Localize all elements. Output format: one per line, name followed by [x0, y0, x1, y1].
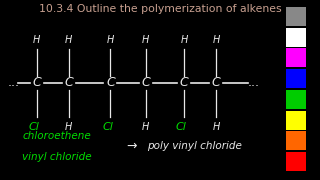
Text: poly vinyl chloride: poly vinyl chloride: [147, 141, 242, 151]
Bar: [286, 28, 306, 47]
Text: H: H: [142, 122, 149, 132]
Text: Cl: Cl: [176, 122, 187, 132]
Text: C: C: [180, 76, 188, 89]
Text: H: H: [107, 35, 114, 45]
Text: C: C: [64, 76, 73, 89]
Text: H: H: [33, 35, 41, 45]
Text: H: H: [65, 35, 73, 45]
Text: →: →: [126, 139, 136, 152]
Text: C: C: [212, 76, 220, 89]
Bar: [286, 7, 306, 26]
Bar: [286, 69, 306, 88]
Text: H: H: [142, 35, 149, 45]
Text: C: C: [141, 76, 150, 89]
Bar: [286, 152, 306, 171]
Bar: [286, 90, 306, 109]
Text: C: C: [106, 76, 115, 89]
Text: C: C: [32, 76, 41, 89]
Text: H: H: [212, 35, 220, 45]
Bar: [286, 48, 306, 68]
Text: H: H: [180, 35, 188, 45]
Text: ...: ...: [8, 76, 20, 89]
Text: chloroethene: chloroethene: [22, 131, 91, 141]
Text: vinyl chloride: vinyl chloride: [22, 152, 92, 162]
Bar: [286, 131, 306, 150]
Text: 10.3.4 Outline the polymerization of alkenes: 10.3.4 Outline the polymerization of alk…: [39, 4, 281, 15]
Text: Cl: Cl: [102, 122, 113, 132]
Text: H: H: [65, 122, 73, 132]
Bar: [286, 111, 306, 130]
Text: Cl: Cl: [29, 122, 40, 132]
Text: ...: ...: [248, 76, 260, 89]
Text: H: H: [212, 122, 220, 132]
